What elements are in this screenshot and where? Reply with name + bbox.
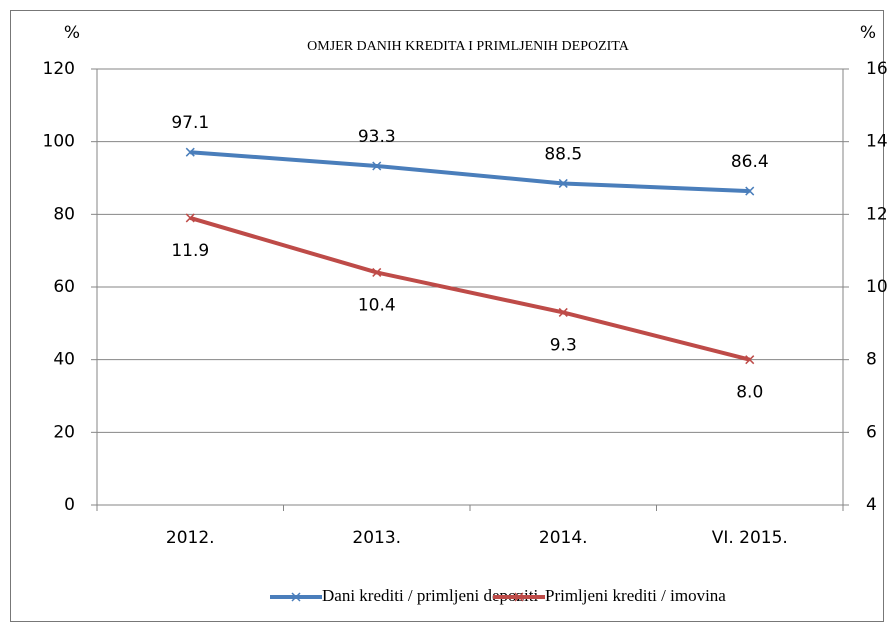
y-axis-label: % [64,23,80,43]
y2-tick-label: 8 [866,350,877,370]
y2-tick-label: 16 [866,59,888,79]
point-marker [185,213,195,223]
y2-axis-label: % [860,23,876,43]
y2-tick-label: 12 [866,204,888,224]
chart-border [10,10,884,622]
chart-title: OMJER DANIH KREDITA I PRIMLJENIH DEPOZIT… [307,39,630,54]
data-label: 93.3 [358,127,396,147]
y-tick-label: 60 [53,277,75,297]
data-label: 8.0 [736,383,763,403]
point-marker [185,147,195,157]
y-tick-label: 120 [43,59,75,79]
y2-tick-label: 14 [866,132,888,152]
legend-marker [514,592,524,602]
data-label: 10.4 [358,295,396,315]
x-tick-label: VI. 2015. [712,528,788,548]
y-tick-label: 80 [53,204,75,224]
x-tick-label: 2013. [352,528,401,548]
x-tick-label: 2012. [166,528,215,548]
point-marker [372,267,382,277]
legend-marker [291,592,301,602]
y2-tick-label: 10 [866,277,888,297]
data-label: 88.5 [544,144,582,164]
point-marker [745,355,755,365]
y-tick-label: 0 [64,495,75,515]
y-tick-label: 100 [43,132,75,152]
data-label: 97.1 [171,113,209,133]
data-label: 86.4 [731,152,769,172]
data-label: 9.3 [550,335,577,355]
point-marker [745,186,755,196]
y2-tick-label: 6 [866,422,877,442]
point-marker [558,307,568,317]
y-tick-label: 20 [53,422,75,442]
series-line [190,150,750,194]
x-tick-label: 2014. [539,528,588,548]
point-marker [558,178,568,188]
y2-tick-label: 4 [866,495,877,515]
legend-label: Dani krediti / primljeni depoziti [322,586,539,605]
data-label: 11.9 [171,241,209,261]
point-marker [372,161,382,171]
series-line [189,216,751,362]
legend-label: Primljeni krediti / imovina [545,586,726,605]
y-tick-label: 40 [53,350,75,370]
